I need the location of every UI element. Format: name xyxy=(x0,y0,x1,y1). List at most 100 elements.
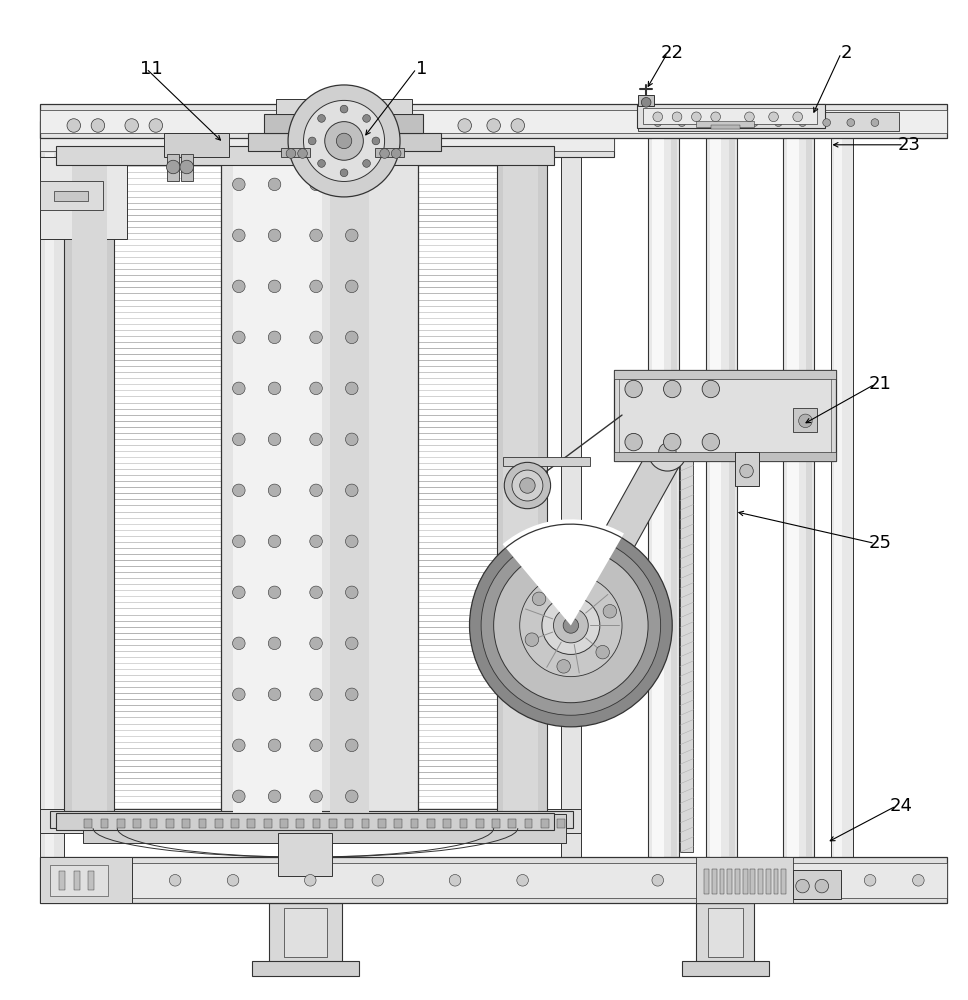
Bar xyxy=(639,95,653,106)
Circle shape xyxy=(823,119,831,126)
Bar xyxy=(181,154,193,181)
Bar xyxy=(49,811,573,828)
Bar xyxy=(711,869,716,894)
Circle shape xyxy=(227,875,239,886)
Bar xyxy=(64,160,114,820)
Bar xyxy=(766,869,771,894)
Bar xyxy=(719,869,724,894)
Bar xyxy=(264,114,423,133)
Circle shape xyxy=(166,160,180,174)
Circle shape xyxy=(346,433,358,446)
Bar xyxy=(710,138,721,857)
Bar xyxy=(40,157,127,239)
Circle shape xyxy=(346,331,358,344)
Bar xyxy=(503,160,538,820)
Circle shape xyxy=(678,119,685,126)
Bar xyxy=(88,871,94,890)
Circle shape xyxy=(596,645,610,659)
Bar xyxy=(681,961,769,976)
Bar xyxy=(279,833,332,876)
Bar xyxy=(615,370,836,379)
Circle shape xyxy=(871,119,879,126)
Circle shape xyxy=(268,586,281,599)
Text: 23: 23 xyxy=(897,136,921,154)
Bar xyxy=(832,138,853,857)
Text: 1: 1 xyxy=(415,60,427,78)
Circle shape xyxy=(557,660,570,673)
Bar xyxy=(167,154,179,181)
Bar xyxy=(40,809,581,833)
Circle shape xyxy=(372,875,383,886)
Bar xyxy=(727,869,732,894)
Bar xyxy=(222,160,418,820)
Circle shape xyxy=(663,433,681,451)
Circle shape xyxy=(346,280,358,293)
Bar xyxy=(375,148,404,157)
Circle shape xyxy=(487,119,500,132)
Bar xyxy=(330,160,369,820)
Circle shape xyxy=(180,160,194,174)
Bar xyxy=(346,819,353,828)
Bar xyxy=(101,819,108,828)
Bar xyxy=(704,869,709,894)
Bar xyxy=(497,160,547,820)
Circle shape xyxy=(298,149,308,158)
Polygon shape xyxy=(546,443,682,651)
Bar xyxy=(615,370,836,461)
Bar xyxy=(558,819,565,828)
Circle shape xyxy=(563,618,579,633)
Bar xyxy=(134,819,141,828)
Bar xyxy=(378,819,385,828)
Circle shape xyxy=(268,688,281,701)
Circle shape xyxy=(268,331,281,344)
Bar xyxy=(40,110,948,133)
Circle shape xyxy=(287,149,296,158)
Bar xyxy=(758,869,763,894)
Circle shape xyxy=(458,119,471,132)
Bar xyxy=(711,125,740,129)
Circle shape xyxy=(649,432,686,471)
Bar xyxy=(476,819,484,828)
Circle shape xyxy=(310,739,322,752)
Circle shape xyxy=(268,433,281,446)
Circle shape xyxy=(672,112,681,122)
Bar xyxy=(783,138,814,857)
Bar xyxy=(248,819,256,828)
Bar xyxy=(706,138,737,857)
Circle shape xyxy=(340,105,348,113)
Circle shape xyxy=(913,875,924,886)
Circle shape xyxy=(799,414,812,428)
Circle shape xyxy=(310,178,322,191)
Bar xyxy=(806,138,812,857)
Bar xyxy=(460,819,468,828)
Bar xyxy=(285,908,326,957)
Bar xyxy=(410,819,418,828)
Text: 25: 25 xyxy=(868,534,892,552)
Circle shape xyxy=(336,133,351,149)
Bar xyxy=(72,160,106,820)
Circle shape xyxy=(719,875,731,886)
Circle shape xyxy=(340,169,348,177)
Bar xyxy=(525,819,532,828)
Circle shape xyxy=(625,433,643,451)
Bar xyxy=(248,133,440,151)
Circle shape xyxy=(363,160,371,167)
Bar xyxy=(834,138,842,857)
Bar xyxy=(696,857,793,903)
Circle shape xyxy=(310,637,322,650)
Bar xyxy=(215,819,223,828)
Circle shape xyxy=(346,586,358,599)
Bar xyxy=(729,138,735,857)
Bar xyxy=(40,181,103,210)
Bar xyxy=(313,819,320,828)
Bar xyxy=(264,819,271,828)
Circle shape xyxy=(310,790,322,803)
Circle shape xyxy=(774,119,782,126)
Wedge shape xyxy=(502,519,624,625)
Bar xyxy=(40,863,948,898)
Bar xyxy=(56,146,555,165)
Bar xyxy=(166,819,173,828)
Bar xyxy=(198,819,206,828)
Circle shape xyxy=(520,574,622,677)
Bar xyxy=(269,903,342,966)
